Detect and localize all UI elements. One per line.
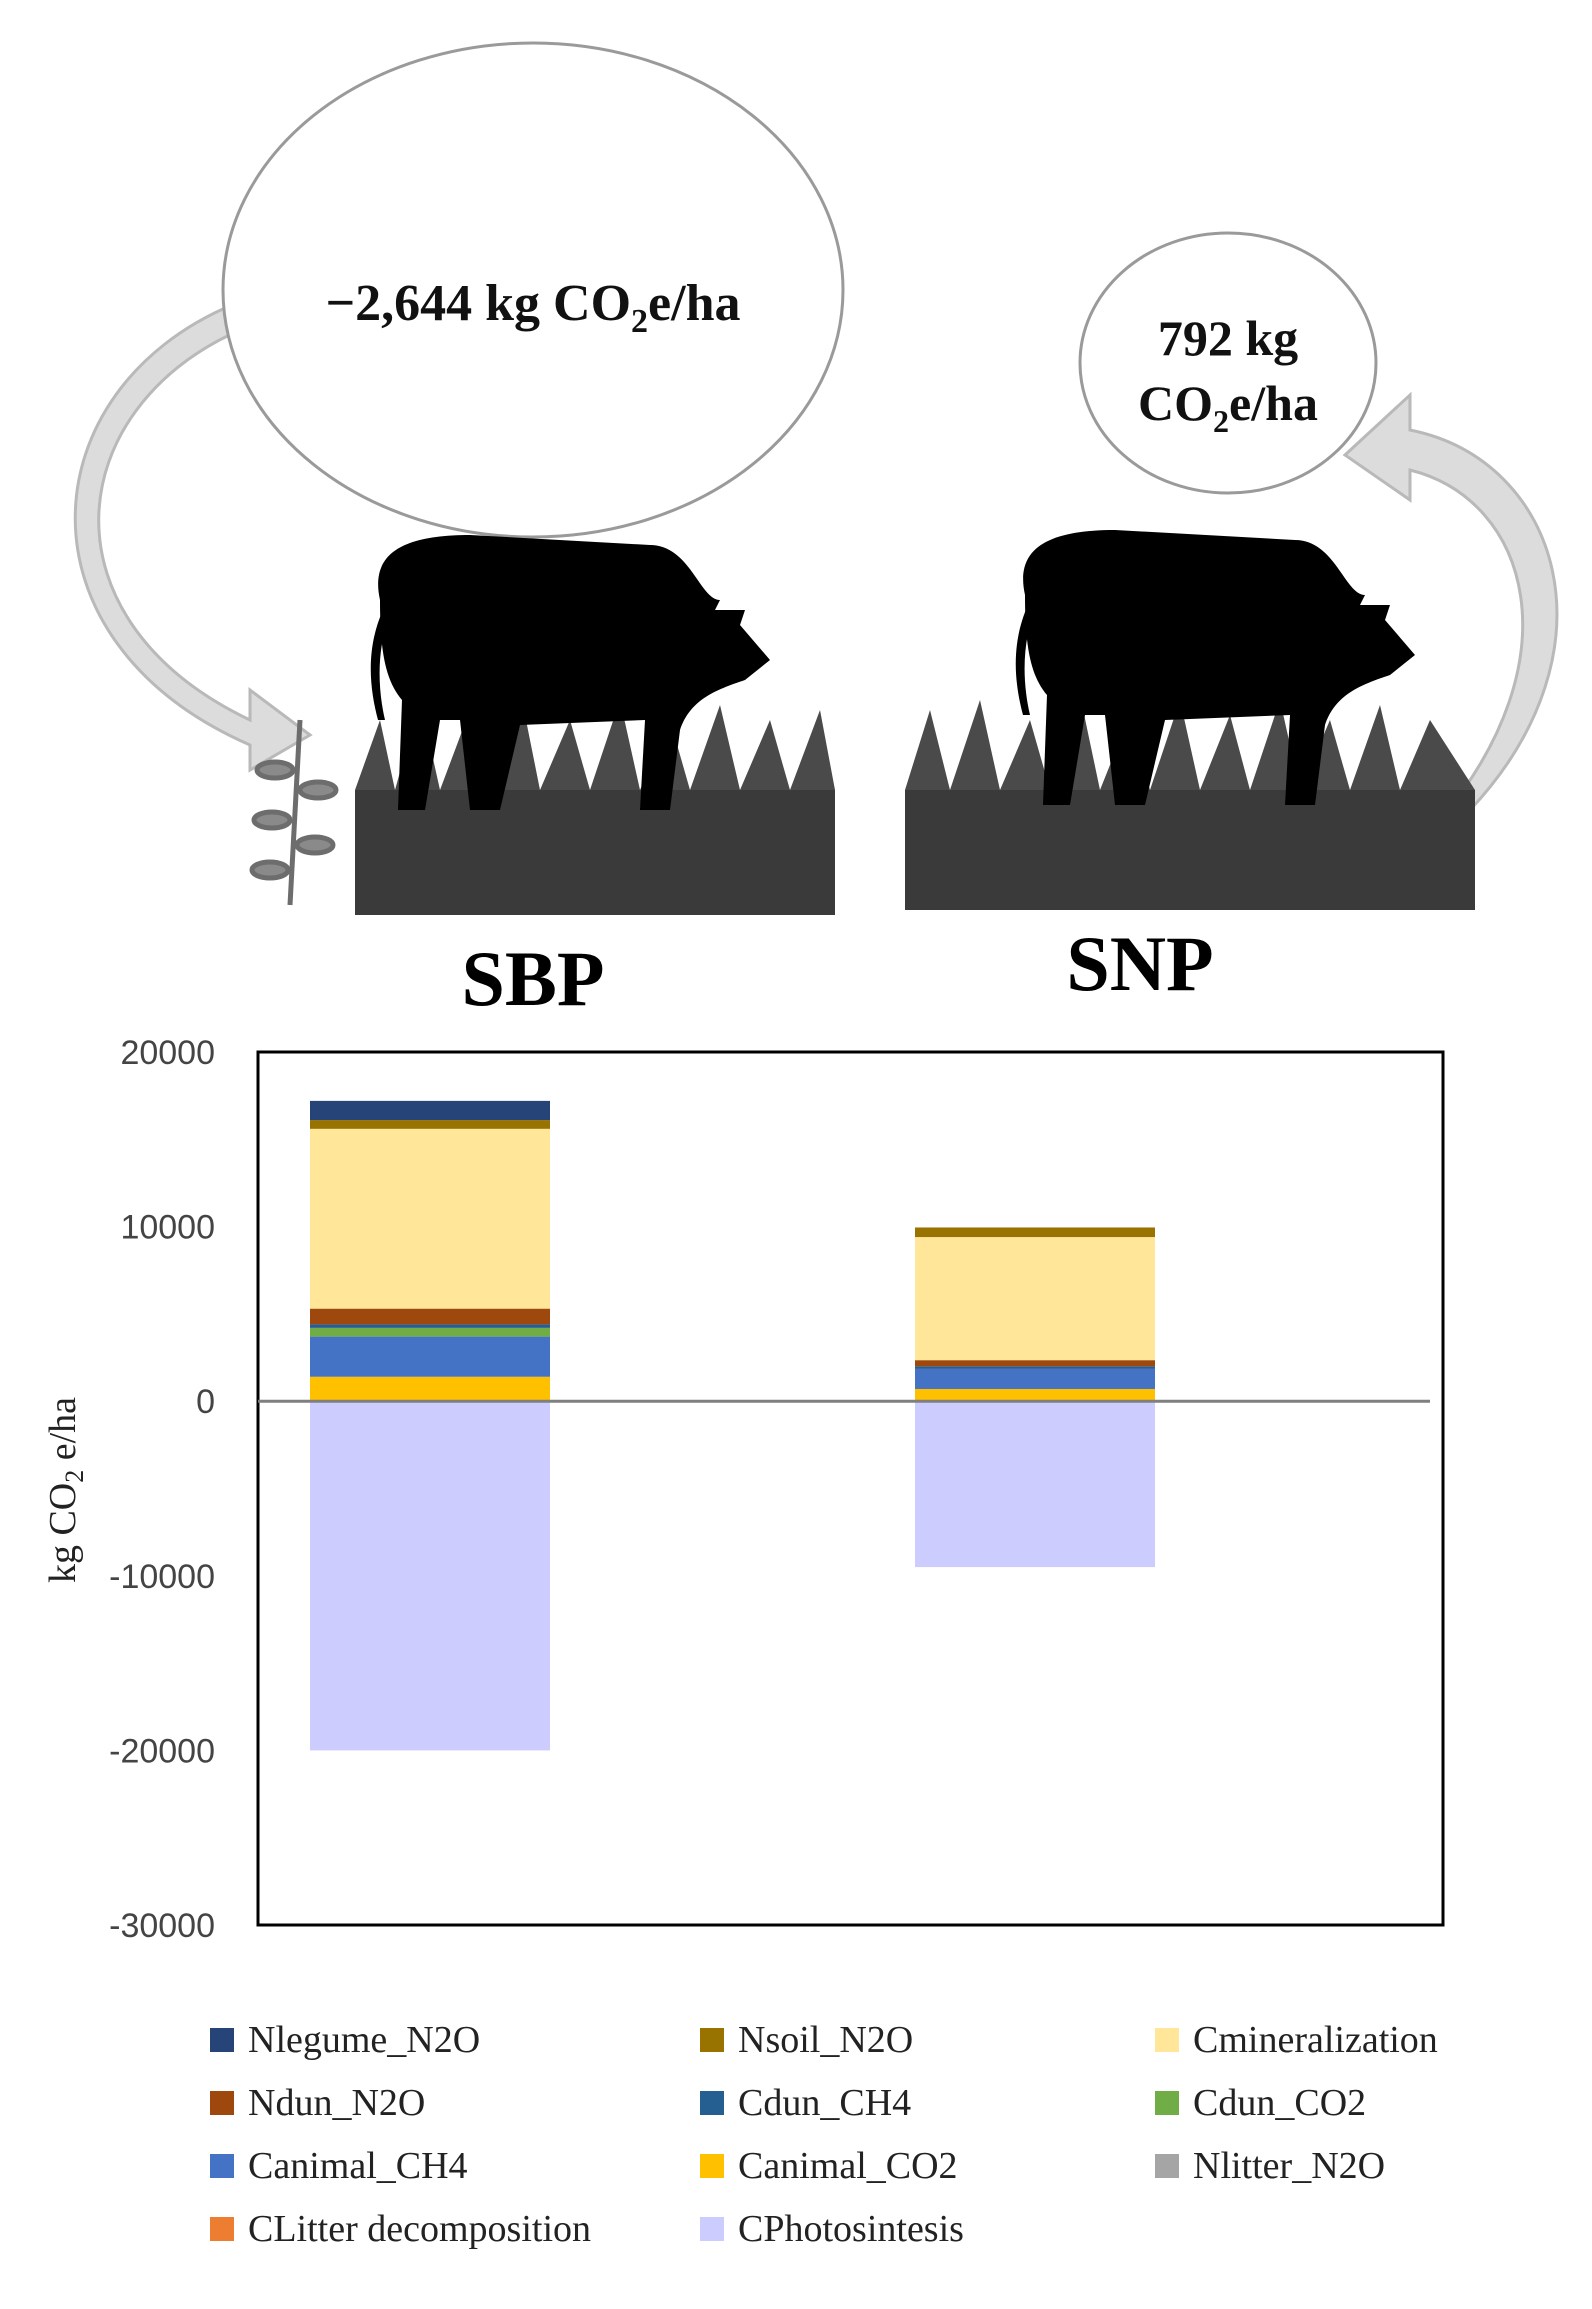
legend-swatch (210, 2154, 234, 2178)
snp-flux-circle (1078, 231, 1378, 495)
legend-label: Nlitter_N2O (1193, 2145, 1386, 2187)
legend-label: Ndun_N2O (248, 2082, 426, 2124)
bar-snp-cdun-ch4 (915, 1366, 1155, 1369)
legume-plant-icon (249, 719, 339, 906)
bar-snp-nsoil-n2o (915, 1227, 1155, 1238)
legend-label: Cdun_CO2 (1193, 2082, 1367, 2124)
y-tick-label-2: 0 (196, 1383, 215, 1421)
legend-item-cmineralization: Cmineralization (1155, 2018, 1438, 2062)
legend-swatch (210, 2217, 234, 2241)
y-tick-label-5: -30000 (109, 1907, 215, 1945)
bar-snp-canimal-co2 (915, 1388, 1155, 1402)
bar-sbp-cdun-ch4 (310, 1324, 550, 1328)
legend-label: Cmineralization (1193, 2019, 1438, 2061)
legend-swatch (1155, 2091, 1179, 2115)
legend-item-nsoil-n2o: Nsoil_N2O (700, 2018, 913, 2062)
legend-item-canimal-co2: Canimal_CO2 (700, 2144, 958, 2188)
bars (310, 1100, 1155, 1751)
legend-item-ndun-n2o: Ndun_N2O (210, 2081, 425, 2125)
bar-sbp-nsoil-n2o (310, 1120, 550, 1129)
snp-flux-arrow (1342, 391, 1559, 824)
sbp-cow-icon (370, 535, 770, 810)
y-tick-label-3: -10000 (109, 1558, 215, 1596)
legend-item-nlegume-n2o: Nlegume_N2O (210, 2018, 480, 2062)
snp-label: SNP (1066, 920, 1213, 1007)
sbp-flux-arrow (73, 302, 313, 773)
sbp-flux-circle (221, 41, 845, 539)
snp-cow-icon (1015, 530, 1415, 805)
legend-label: Canimal_CH4 (248, 2145, 468, 2187)
legend-item-cdun-co2: Cdun_CO2 (1155, 2081, 1366, 2125)
snp-flux-text-line2: CO2e/ha (1138, 375, 1318, 439)
legend-label: CLitter decomposition (248, 2208, 592, 2250)
illustration: −2,644 kg CO2e/ha 792 kg CO2e/ha (73, 41, 1559, 1022)
bar-sbp-nlegume-n2o (310, 1100, 550, 1121)
bar-sbp-cdun-co2 (310, 1327, 550, 1337)
y-axis-ticks: 20000 10000 0 -10000 -20000 -30000 (109, 1034, 215, 1945)
legend-label: Nsoil_N2O (738, 2019, 914, 2061)
snp-grass-icon (905, 695, 1475, 910)
legend-item-cphotosintesis: CPhotosintesis (700, 2207, 964, 2251)
legend-item-canimal-ch4: Canimal_CH4 (210, 2144, 468, 2188)
legend-label: Nlegume_N2O (248, 2019, 481, 2061)
stacked-bar-chart: 20000 10000 0 -10000 -20000 -30000 kg CO2 e/h… (42, 1034, 1445, 1945)
legend-label: Canimal_CO2 (738, 2145, 958, 2187)
sbp-pasture (249, 535, 835, 915)
legend-swatch (700, 2154, 724, 2178)
bar-snp-cmineralization (915, 1237, 1155, 1361)
y-axis-label: kg CO2 e/ha (42, 1397, 89, 1583)
legend-item-cdun-ch4: Cdun_CH4 (700, 2081, 911, 2125)
legend-swatch (700, 2028, 724, 2052)
bar-snp-ndun-n2o (915, 1360, 1155, 1367)
legend-swatch (1155, 2028, 1179, 2052)
legend-swatch (700, 2217, 724, 2241)
legend-swatch (210, 2091, 234, 2115)
bar-sbp-cphotosintesis (310, 1401, 550, 1751)
legend-label: CPhotosintesis (738, 2208, 964, 2250)
legend-item-nlitter-n2o: Nlitter_N2O (1155, 2144, 1385, 2188)
sbp-flux-text: −2,644 kg CO2e/ha (325, 275, 740, 340)
snp-flux-text-line1: 792 kg (1158, 310, 1298, 366)
sbp-label: SBP (461, 935, 604, 1022)
legend-swatch (1155, 2154, 1179, 2178)
bar-sbp-cmineralization (310, 1128, 550, 1309)
bar-snp-canimal-ch4 (915, 1368, 1155, 1389)
bar-sbp-canimal-ch4 (310, 1336, 550, 1377)
y-tick-label-4: -20000 (109, 1732, 215, 1770)
bar-sbp-ndun-n2o (310, 1308, 550, 1325)
y-tick-label-1: 10000 (120, 1209, 215, 1247)
legend-label: Cdun_CH4 (738, 2082, 912, 2124)
legend-swatch (210, 2028, 234, 2052)
legend-item-clitter-decomposition: CLitter decomposition (210, 2207, 591, 2251)
legend-swatch (700, 2091, 724, 2115)
bar-sbp-canimal-co2 (310, 1376, 550, 1402)
snp-pasture (905, 530, 1475, 910)
y-tick-label-0: 20000 (120, 1034, 215, 1072)
bar-snp-cphotosintesis (915, 1401, 1155, 1568)
